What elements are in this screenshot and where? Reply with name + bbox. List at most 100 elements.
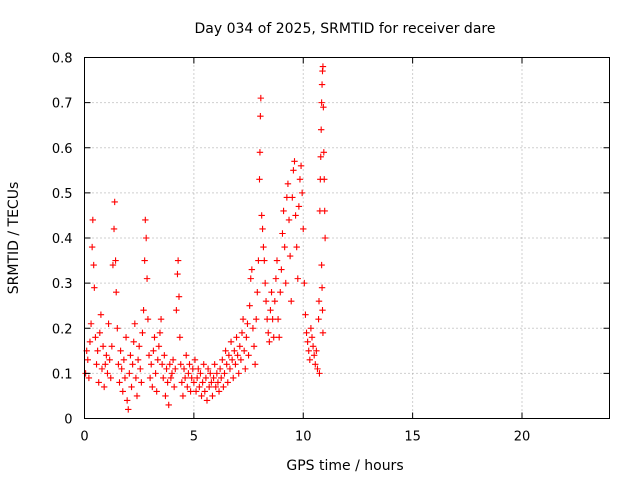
data-point bbox=[300, 225, 307, 233]
y-tick-label: 0.1 bbox=[52, 367, 73, 382]
data-point bbox=[251, 361, 259, 368]
data-point bbox=[151, 334, 158, 341]
data-point bbox=[312, 361, 319, 368]
y-tick-label: 0.4 bbox=[52, 232, 73, 247]
data-point bbox=[209, 392, 216, 400]
x-tick-label: 5 bbox=[190, 430, 198, 445]
data-point bbox=[236, 343, 244, 350]
data-point bbox=[321, 176, 328, 183]
data-point bbox=[281, 243, 288, 251]
y-tick-label: 0 bbox=[64, 413, 72, 428]
data-point bbox=[193, 374, 201, 382]
data-point bbox=[319, 63, 327, 70]
data-point bbox=[308, 334, 316, 341]
data-point bbox=[139, 329, 146, 336]
data-point bbox=[163, 365, 170, 373]
data-point bbox=[238, 329, 246, 336]
data-point bbox=[130, 338, 137, 345]
data-point bbox=[152, 370, 159, 377]
data-point bbox=[91, 284, 98, 291]
data-point bbox=[97, 311, 105, 318]
data-point bbox=[89, 216, 97, 224]
data-point bbox=[210, 374, 217, 382]
data-point bbox=[222, 347, 229, 355]
data-point bbox=[218, 374, 225, 382]
data-point bbox=[256, 176, 263, 183]
data-point bbox=[271, 297, 279, 305]
data-point bbox=[224, 379, 231, 386]
data-point bbox=[174, 270, 181, 278]
data-point bbox=[307, 325, 315, 332]
data-point bbox=[122, 334, 130, 341]
data-point bbox=[243, 334, 250, 341]
data-point bbox=[274, 316, 282, 323]
data-point bbox=[261, 279, 269, 287]
data-point bbox=[172, 365, 179, 373]
data-point bbox=[277, 288, 284, 296]
data-point bbox=[108, 343, 116, 350]
data-point bbox=[168, 370, 176, 377]
data-point bbox=[93, 361, 100, 368]
data-point bbox=[137, 365, 144, 373]
chart-title: Day 034 of 2025, SRMTID for receiver dar… bbox=[195, 21, 496, 37]
data-point bbox=[112, 257, 119, 264]
data-point bbox=[157, 316, 165, 323]
data-point bbox=[233, 334, 240, 341]
data-point bbox=[154, 356, 161, 364]
data-point bbox=[140, 307, 147, 314]
data-point bbox=[286, 252, 294, 260]
data-point bbox=[169, 356, 177, 364]
y-tick-label: 0.7 bbox=[52, 97, 73, 112]
data-point bbox=[293, 243, 300, 251]
data-point bbox=[321, 207, 328, 215]
data-point bbox=[189, 365, 196, 373]
data-point bbox=[273, 257, 281, 264]
data-point bbox=[84, 356, 91, 364]
axis-ticks bbox=[84, 57, 610, 419]
data-point bbox=[192, 388, 200, 395]
data-point bbox=[268, 288, 275, 296]
data-point bbox=[186, 361, 193, 368]
data-point bbox=[118, 365, 125, 373]
data-point bbox=[225, 352, 233, 359]
data-point bbox=[288, 297, 295, 305]
data-point bbox=[295, 203, 303, 210]
data-point bbox=[227, 338, 235, 345]
data-point bbox=[309, 343, 317, 350]
data-point bbox=[120, 356, 128, 364]
data-point bbox=[266, 338, 273, 345]
x-tick-labels: 0 5 10 15 20 bbox=[80, 430, 530, 445]
data-point bbox=[204, 365, 212, 373]
data-point bbox=[181, 374, 189, 382]
data-point bbox=[85, 374, 93, 382]
data-point bbox=[116, 379, 123, 386]
data-point bbox=[162, 392, 169, 400]
data-point bbox=[317, 153, 324, 160]
y-axis-label: SRMTID / TECUs bbox=[6, 182, 22, 295]
x-tick-label: 0 bbox=[80, 430, 88, 445]
data-point bbox=[226, 365, 234, 373]
data-point bbox=[185, 370, 192, 377]
data-point bbox=[282, 279, 289, 287]
data-point bbox=[113, 288, 120, 296]
data-point bbox=[318, 261, 325, 269]
data-point bbox=[239, 316, 247, 323]
data-point bbox=[207, 370, 214, 377]
data-point bbox=[303, 329, 310, 336]
data-point bbox=[156, 329, 164, 336]
data-point bbox=[257, 112, 264, 120]
data-point bbox=[105, 320, 112, 327]
data-point bbox=[114, 325, 121, 332]
data-point bbox=[260, 243, 267, 251]
data-point bbox=[304, 338, 311, 345]
data-point bbox=[155, 343, 163, 350]
data-point bbox=[170, 383, 178, 391]
data-point bbox=[129, 361, 136, 368]
data-point bbox=[283, 194, 291, 201]
data-point bbox=[262, 297, 270, 305]
data-point bbox=[313, 347, 320, 355]
data-point bbox=[237, 356, 245, 364]
data-point bbox=[133, 392, 141, 400]
data-point bbox=[257, 94, 265, 102]
